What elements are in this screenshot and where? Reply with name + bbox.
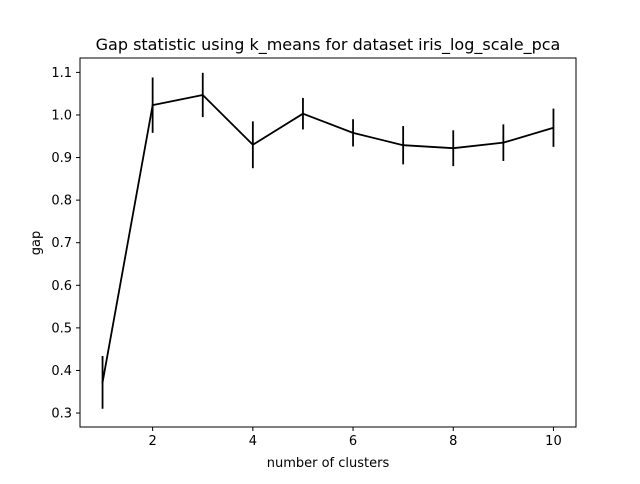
data-point xyxy=(402,144,405,147)
chart-title: Gap statistic using k_means for dataset … xyxy=(96,35,561,55)
x-tick-label: 2 xyxy=(149,434,157,449)
series-line xyxy=(101,94,554,383)
x-tick-label: 8 xyxy=(449,434,457,449)
y-axis-label: gap xyxy=(29,231,44,255)
data-point xyxy=(151,104,154,107)
y-tick-label: 0.4 xyxy=(51,364,72,379)
data-point xyxy=(352,131,354,134)
y-tick-label: 0.6 xyxy=(51,279,72,294)
ticks-layer: 2 4 6 8 10 0.3 0.4 0.5 0.6 0.7 0.8 0.9 1.0 1.1 xyxy=(51,66,561,449)
data-point xyxy=(552,126,555,129)
x-tick-label: 6 xyxy=(349,434,357,449)
data-point xyxy=(101,381,104,384)
y-tick-label: 1.0 xyxy=(51,108,72,123)
data-point xyxy=(201,94,204,96)
y-tick-label: 0.7 xyxy=(51,236,72,251)
x-tick-label: 10 xyxy=(545,434,562,449)
y-tick-label: 0.5 xyxy=(51,321,72,336)
marks-layer xyxy=(101,72,555,409)
data-point xyxy=(302,112,304,115)
data-point xyxy=(452,147,455,150)
data-point xyxy=(251,143,254,146)
y-tick-label: 0.3 xyxy=(51,407,72,422)
x-tick-label: 4 xyxy=(249,434,257,449)
y-tick-label: 0.9 xyxy=(51,151,72,166)
x-axis-label: number of clusters xyxy=(267,456,390,471)
y-tick-label: 0.8 xyxy=(51,194,72,209)
plot-frame xyxy=(79,57,577,428)
y-tick-label: 1.1 xyxy=(51,66,72,81)
data-point xyxy=(502,141,505,144)
